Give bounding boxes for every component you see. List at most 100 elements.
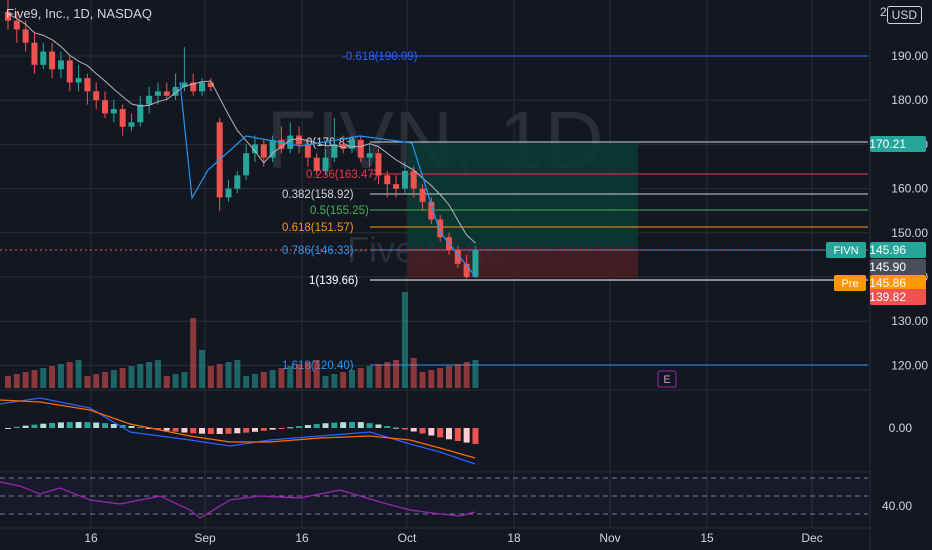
macd-histogram-bar (40, 423, 47, 428)
macd-histogram-bar (84, 422, 91, 428)
candle-body[interactable] (22, 29, 29, 43)
candle-body[interactable] (49, 51, 56, 70)
candle-body[interactable] (137, 104, 144, 123)
macd-histogram-bar (199, 428, 206, 434)
candle-body[interactable] (357, 139, 364, 158)
candle-body[interactable] (419, 188, 426, 202)
volume-bar (66, 362, 73, 388)
candle-body[interactable] (410, 170, 417, 189)
candle-body[interactable] (278, 139, 285, 149)
candle-body[interactable] (110, 109, 117, 114)
candle-body[interactable] (234, 175, 241, 189)
candle-body[interactable] (384, 175, 391, 185)
volume-bar (119, 368, 126, 388)
volume-bar (384, 362, 391, 388)
volume-bar (243, 376, 250, 388)
macd-histogram-bar (269, 428, 276, 430)
price-tag-value: 145.90 (869, 260, 906, 274)
candle-body[interactable] (66, 60, 73, 83)
candle-body[interactable] (313, 157, 320, 171)
volume-bar (216, 364, 223, 388)
macd-histogram-bar (251, 428, 258, 432)
long-position-profit-zone[interactable] (408, 143, 638, 247)
macd-histogram-bar (110, 423, 117, 428)
long-position-loss-zone[interactable] (408, 247, 638, 278)
candle-body[interactable] (243, 153, 250, 176)
candle-body[interactable] (331, 144, 338, 158)
candle-body[interactable] (437, 219, 444, 238)
symbol-title[interactable]: Five9, Inc., 1D, NASDAQ (6, 6, 152, 21)
candle-body[interactable] (119, 109, 126, 127)
candle-body[interactable] (163, 91, 170, 96)
volume-bar (57, 364, 64, 388)
price-axis-label: 180.00 (891, 93, 928, 107)
candle-body[interactable] (75, 78, 82, 83)
candle-body[interactable] (348, 139, 355, 149)
candle-body[interactable] (190, 82, 197, 92)
candle-body[interactable] (102, 100, 109, 114)
volume-bar (472, 360, 479, 388)
candle-body[interactable] (366, 153, 373, 158)
candle-body[interactable] (260, 144, 267, 158)
candle-body[interactable] (84, 78, 91, 92)
candle-body[interactable] (225, 188, 232, 198)
candle-body[interactable] (207, 82, 214, 87)
fib-level-label: 0.786(146.33) (282, 245, 354, 257)
candle-body[interactable] (5, 11, 11, 21)
candle-body[interactable] (31, 42, 38, 65)
candle-body[interactable] (93, 91, 100, 101)
candle-body[interactable] (463, 263, 470, 277)
candle-body[interactable] (428, 201, 435, 220)
currency-button[interactable]: USD (886, 6, 922, 24)
volume-bar (331, 374, 338, 388)
indicator-axis-label: 0.00 (889, 421, 913, 435)
candle-body[interactable] (375, 153, 382, 176)
volume-bar (366, 366, 373, 388)
volume-bar (13, 374, 20, 388)
candle-body[interactable] (154, 91, 161, 96)
time-axis[interactable]: 16 Sep 16 Oct 18 Nov 15 Dec (84, 531, 822, 545)
price-tag (870, 259, 926, 275)
candle-body[interactable] (57, 60, 64, 70)
candle-body[interactable] (287, 135, 294, 149)
candle-body[interactable] (13, 20, 20, 30)
candle-body[interactable] (199, 82, 206, 92)
volume-bar (146, 362, 153, 388)
fib-level-label: 0.382(158.92) (282, 189, 354, 201)
candle-body[interactable] (472, 250, 479, 277)
price-axis-label: 160.00 (891, 182, 928, 196)
candle-body[interactable] (401, 170, 408, 189)
candle-body[interactable] (181, 82, 188, 87)
moving-average-line (7, 13, 476, 244)
price-tag-prefix: Pre (841, 278, 858, 290)
trend-line-drawing[interactable] (179, 81, 476, 277)
candle-body[interactable] (146, 95, 153, 105)
candle-body[interactable] (128, 122, 135, 127)
candle-body[interactable] (454, 250, 461, 264)
macd-histogram-bar (75, 422, 82, 428)
macd-histogram-bar (225, 428, 232, 434)
candle-body[interactable] (296, 135, 303, 145)
volume-bar (437, 368, 444, 388)
candle-body[interactable] (251, 144, 258, 154)
price-tag-prefix: FIVN (833, 245, 858, 257)
price-tag-prefix-box (834, 275, 866, 291)
macd-histogram-bar (287, 427, 294, 429)
volume-bar (137, 364, 144, 388)
rsi-pane[interactable] (0, 477, 868, 519)
candle-body[interactable] (393, 184, 400, 189)
volume-bar (190, 318, 197, 388)
candle-body[interactable] (172, 86, 179, 96)
macd-histogram-bar (172, 428, 179, 432)
macd-histogram-bar (410, 428, 417, 432)
candle-body[interactable] (340, 144, 347, 149)
candle-body[interactable] (269, 139, 276, 158)
volume-bar (296, 364, 303, 388)
macd-pane[interactable] (0, 397, 479, 465)
candle-body[interactable] (304, 144, 311, 158)
candle-body[interactable] (322, 157, 329, 171)
earnings-marker[interactable] (657, 370, 677, 388)
candle-body[interactable] (40, 51, 47, 65)
macd-histogram-bar (463, 428, 470, 443)
